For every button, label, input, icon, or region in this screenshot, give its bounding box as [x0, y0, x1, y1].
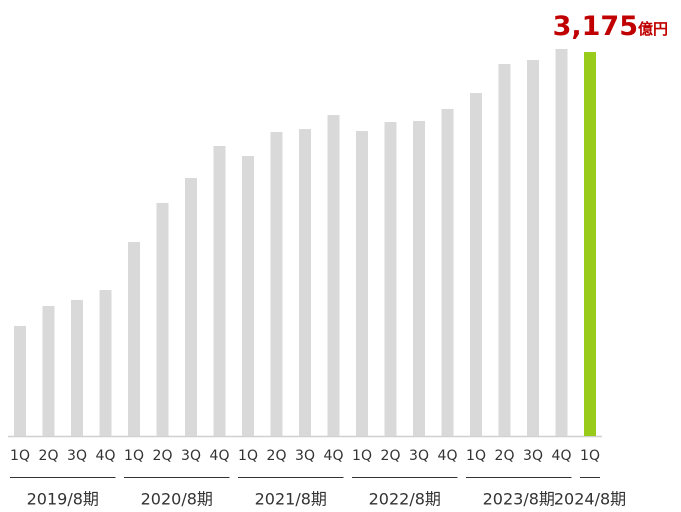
bar	[413, 120, 425, 436]
x-tick-label: 4Q	[552, 448, 572, 464]
bar	[14, 325, 26, 436]
x-tick-label: 2Q	[153, 448, 173, 464]
group-label: 2021/8期	[255, 490, 327, 509]
x-tick-label: 3Q	[295, 448, 315, 464]
x-tick-label: 2Q	[381, 448, 401, 464]
bar	[498, 63, 511, 437]
value-unit: 億円	[638, 20, 668, 38]
bar	[270, 131, 283, 436]
x-tick-label: 3Q	[181, 448, 201, 464]
group-label: 2024/8期	[554, 490, 626, 509]
x-tick-label: 4Q	[438, 448, 458, 464]
x-tick-label: 3Q	[523, 448, 543, 464]
value-number: 3,175	[553, 11, 638, 42]
bar	[242, 156, 254, 436]
x-tick-label: 2Q	[39, 448, 59, 464]
x-tick-label: 2Q	[495, 448, 515, 464]
x-tick-label: 1Q	[352, 448, 372, 464]
bar	[527, 60, 539, 437]
x-tick-label: 1Q	[124, 448, 144, 464]
x-tick-label: 1Q	[238, 448, 258, 464]
x-tick-label: 1Q	[580, 448, 600, 464]
group-label: 2022/8期	[369, 490, 441, 509]
bar	[128, 242, 140, 436]
x-tick-label: 4Q	[324, 448, 344, 464]
group-label: 2020/8期	[141, 490, 213, 509]
bar	[185, 178, 197, 436]
bar	[327, 115, 340, 437]
bar	[356, 130, 368, 437]
group-label: 2023/8期	[483, 490, 555, 509]
bar	[441, 108, 454, 437]
bar	[156, 202, 169, 436]
value-label: 3,175億円	[553, 11, 668, 42]
bar	[42, 305, 55, 436]
x-tick-label: 4Q	[210, 448, 230, 464]
x-tick-label: 1Q	[10, 448, 30, 464]
bar	[213, 145, 226, 436]
x-tick-label: 4Q	[96, 448, 116, 464]
x-tick-label: 1Q	[466, 448, 486, 464]
bar	[555, 49, 568, 436]
x-tick-label: 3Q	[409, 448, 429, 464]
x-tick-label: 3Q	[67, 448, 87, 464]
x-tick-label: 2Q	[267, 448, 287, 464]
bar	[99, 290, 112, 436]
bar	[384, 122, 397, 436]
bar	[584, 52, 596, 436]
bar	[299, 129, 311, 437]
bar	[470, 93, 482, 437]
bar	[71, 299, 83, 436]
group-label: 2019/8期	[27, 490, 99, 509]
